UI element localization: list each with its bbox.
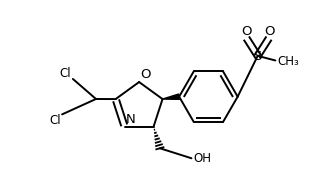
Text: Cl: Cl [49,114,60,127]
Text: Cl: Cl [60,67,71,80]
Text: N: N [125,113,135,126]
Polygon shape [162,94,180,99]
Text: OH: OH [194,152,212,165]
Text: O: O [140,68,150,81]
Text: S: S [253,50,262,63]
Text: O: O [264,25,274,38]
Text: CH₃: CH₃ [278,55,300,68]
Text: O: O [241,25,252,38]
